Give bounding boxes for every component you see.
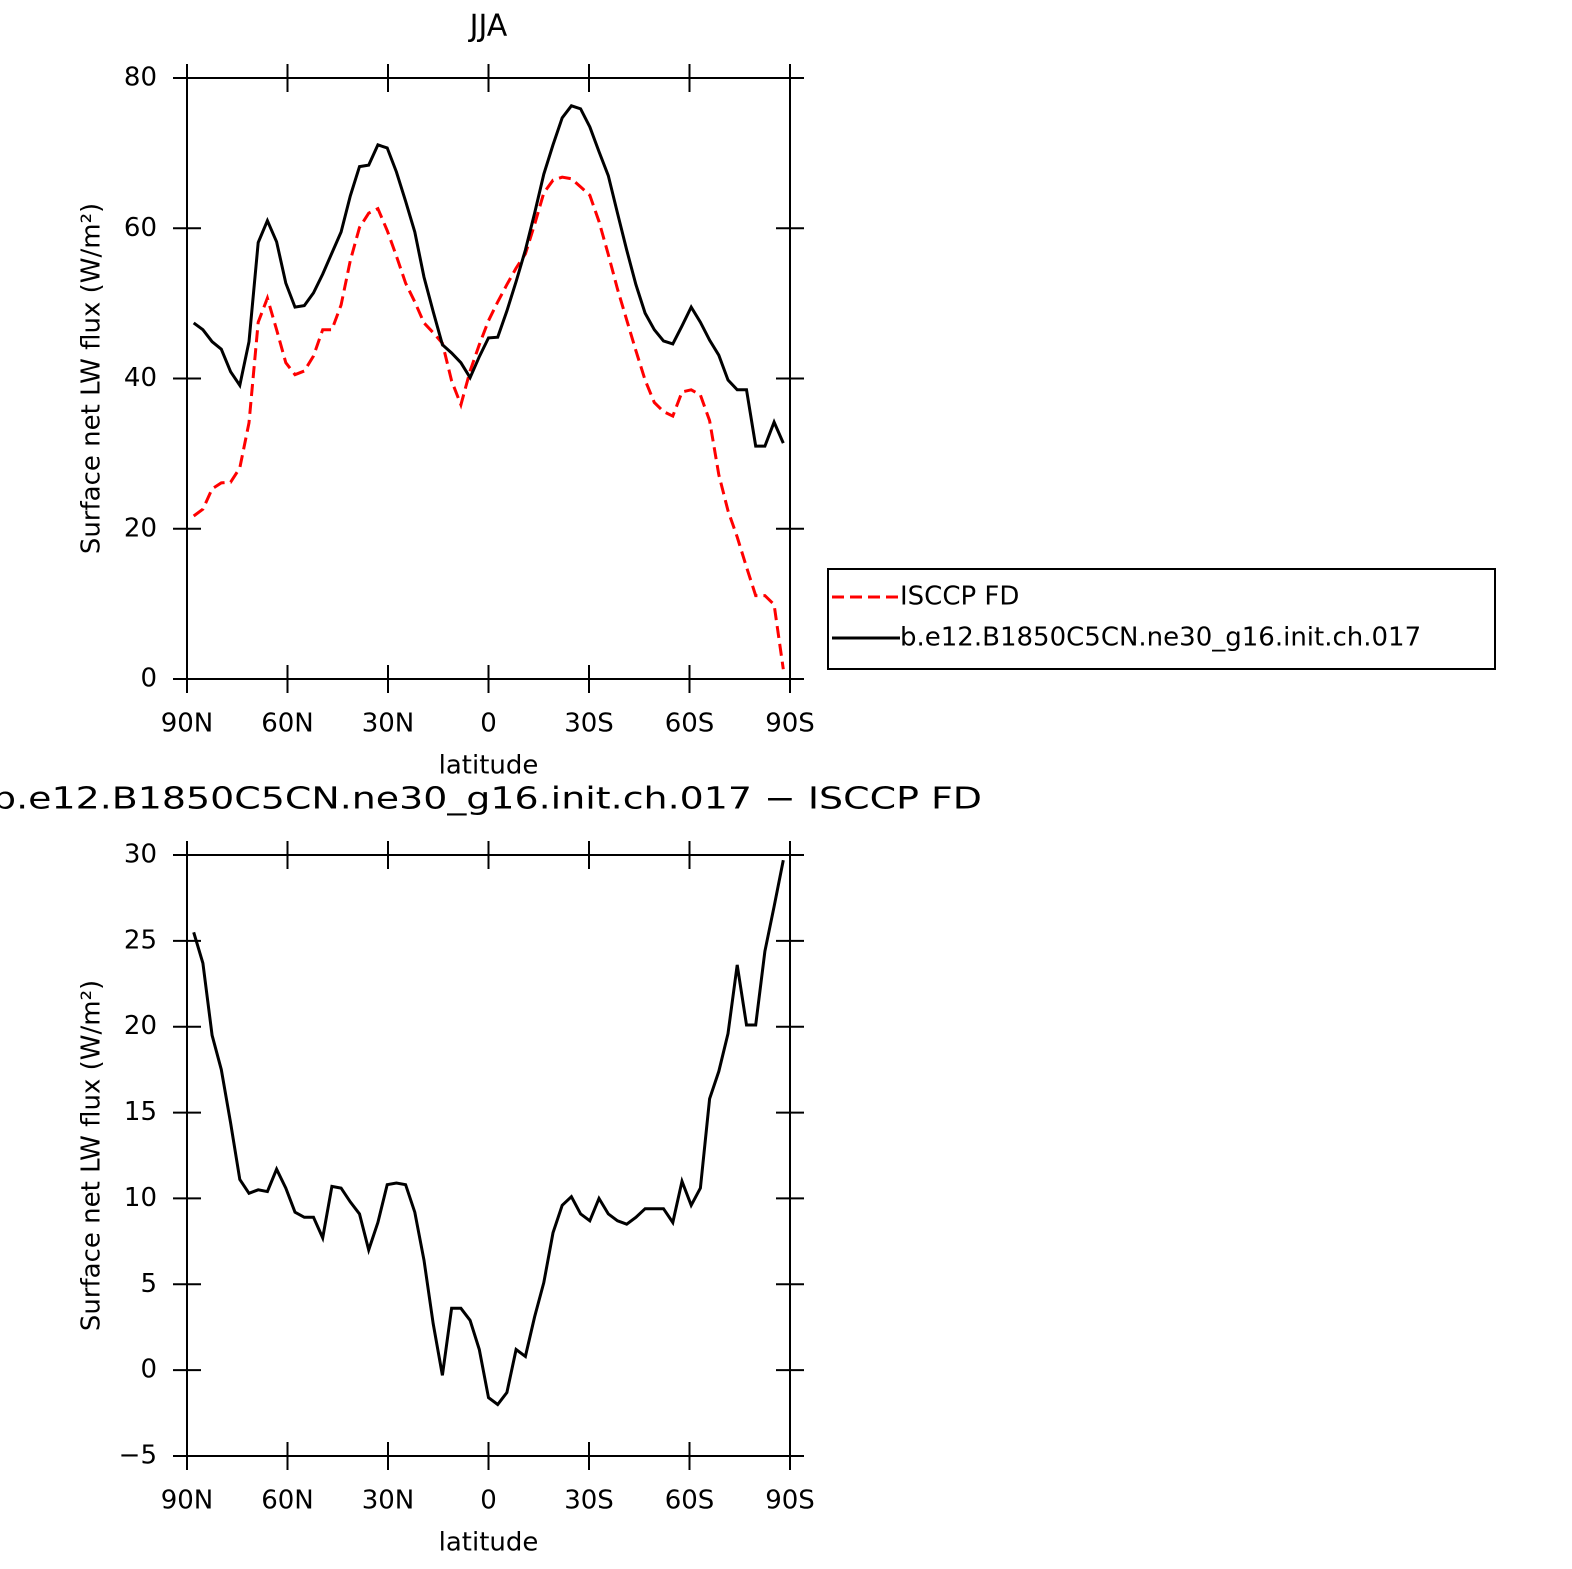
y-tick-label: 10 — [124, 1183, 157, 1213]
y-tick-label: 30 — [124, 840, 157, 870]
plot-frame — [186, 77, 791, 680]
y-tick-label: 40 — [124, 363, 157, 393]
x-tick-label: 60N — [261, 709, 314, 739]
x-axis-label: latitude — [439, 751, 539, 781]
y-tick-label: 5 — [140, 1269, 157, 1299]
data-line — [192, 104, 785, 448]
chart-title: b.e12.B1850C5CN.ne30_g16.init.ch.017 − I… — [0, 782, 982, 817]
data-line — [192, 859, 785, 1407]
legend-label: b.e12.B1850C5CN.ne30_g16.init.ch.017 — [900, 623, 1421, 653]
x-tick-label: 90S — [765, 1486, 815, 1516]
y-tick-label: 0 — [140, 664, 157, 694]
chart-title: JJA — [468, 9, 508, 44]
y-axis-label: Surface net LW flux (W/m²) — [77, 203, 107, 554]
x-tick-label: 30S — [564, 709, 614, 739]
y-tick-label: 0 — [140, 1355, 157, 1385]
y-tick-label: 20 — [124, 513, 157, 543]
data-line — [192, 175, 785, 670]
x-tick-label: 30S — [564, 1486, 614, 1516]
y-tick-label: 15 — [124, 1097, 157, 1127]
x-axis-label: latitude — [439, 1528, 539, 1558]
legend-label: ISCCP FD — [900, 582, 1019, 612]
y-tick-label: 25 — [124, 925, 157, 955]
x-tick-label: 60S — [665, 709, 715, 739]
y-tick-label: 60 — [124, 213, 157, 243]
legend: ISCCP FD b.e12.B1850C5CN.ne30_g16.init.ch… — [827, 568, 1496, 670]
x-tick-label: 60N — [261, 1486, 314, 1516]
x-tick-label: 90S — [765, 709, 815, 739]
x-tick-label: 60S — [665, 1486, 715, 1516]
x-tick-label: 90N — [161, 1486, 214, 1516]
y-axis-label: Surface net LW flux (W/m²) — [77, 980, 107, 1331]
y-tick-label: 20 — [124, 1011, 157, 1041]
x-tick-label: 0 — [480, 709, 497, 739]
plot-frame — [186, 854, 791, 1457]
x-tick-label: 0 — [480, 1486, 497, 1516]
x-tick-label: 30N — [362, 1486, 415, 1516]
legend-box — [827, 568, 1496, 670]
y-tick-label: 80 — [124, 63, 157, 93]
x-tick-label: 90N — [161, 709, 214, 739]
x-tick-label: 30N — [362, 709, 415, 739]
y-tick-label: −5 — [119, 1441, 157, 1471]
